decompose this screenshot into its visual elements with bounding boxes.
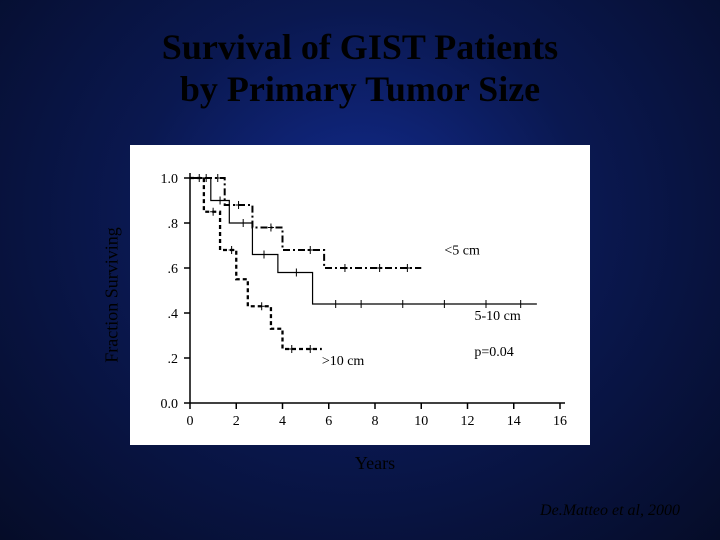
svg-text:<5 cm: <5 cm — [444, 244, 480, 259]
svg-text:4: 4 — [279, 414, 286, 429]
svg-text:.6: .6 — [168, 262, 179, 277]
slide-title-line-2: by Primary Tumor Size — [0, 68, 720, 110]
km-chart: 0 2 4 6 8 10 12 14 16 0.0 .2 .4 .6 .8 1.0 <5 cm 5-10 cm >… — [130, 145, 590, 445]
svg-text:.8: .8 — [168, 217, 179, 232]
svg-text:.4: .4 — [168, 307, 179, 322]
slide-title-line-1: Survival of GIST Patients — [0, 26, 720, 68]
x-axis-label: Years — [355, 453, 395, 474]
svg-text:0: 0 — [187, 414, 194, 429]
svg-text:2: 2 — [233, 414, 240, 429]
svg-text:8: 8 — [372, 414, 379, 429]
svg-text:.2: .2 — [168, 352, 179, 367]
svg-text:14: 14 — [507, 414, 521, 429]
svg-text:5-10 cm: 5-10 cm — [474, 309, 520, 324]
svg-text:16: 16 — [553, 414, 567, 429]
svg-text:12: 12 — [461, 414, 475, 429]
svg-text:>10 cm: >10 cm — [322, 354, 365, 369]
svg-text:6: 6 — [325, 414, 332, 429]
svg-text:0.0: 0.0 — [161, 397, 179, 412]
y-axis-label: Fraction Surviving — [102, 227, 123, 363]
svg-text:1.0: 1.0 — [161, 172, 179, 187]
svg-text:p=0.04: p=0.04 — [474, 345, 513, 360]
citation: De.Matteo et al, 2000 — [540, 502, 680, 520]
svg-text:10: 10 — [414, 414, 428, 429]
